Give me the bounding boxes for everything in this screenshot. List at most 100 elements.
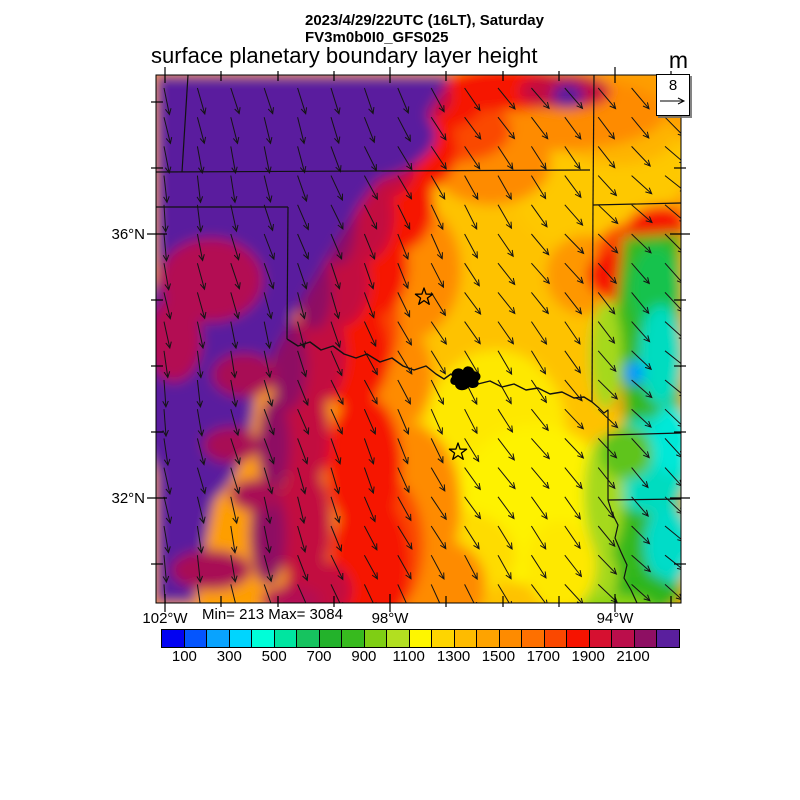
wind-arrow	[564, 175, 582, 199]
star-dallas	[448, 442, 468, 460]
wind-arrow	[297, 379, 309, 407]
wind-arrow	[363, 554, 378, 580]
wind-arrow	[564, 408, 585, 430]
37n-state-border	[156, 169, 591, 173]
wind-arrow	[330, 525, 343, 553]
wind-arrow	[531, 262, 551, 285]
texas-arkansas-border	[591, 401, 609, 500]
wind-arrow	[631, 146, 651, 167]
wind-arrow	[230, 409, 240, 437]
wind-arrow	[297, 87, 308, 115]
wind-arrow	[397, 467, 410, 494]
pbl-field-layer	[156, 75, 681, 603]
field-region-blob	[639, 305, 681, 405]
wind-arrow	[196, 175, 204, 204]
colorbar-tick-label: 1700	[526, 648, 560, 665]
wind-arrow	[597, 87, 617, 110]
wind-arrow	[297, 117, 306, 145]
colorbar-cell	[318, 630, 342, 647]
lon-label-98w: 98°W	[371, 610, 409, 627]
wind-arrow	[531, 292, 550, 315]
wind-arrow	[597, 204, 619, 225]
wind-arrow	[698, 117, 719, 134]
wind-arrow	[330, 321, 341, 349]
wind-arrow	[564, 350, 582, 374]
wind-arrow	[297, 292, 307, 320]
wind-arrow	[564, 496, 581, 520]
wind-arrow	[230, 555, 238, 583]
wind-arrow	[263, 87, 274, 115]
wind-arrow	[230, 117, 240, 145]
unit-label: m	[668, 47, 688, 73]
wind-arrow	[196, 379, 203, 408]
field-region-blob	[156, 80, 436, 190]
wind-arrow	[597, 554, 618, 575]
wind-arrow	[297, 467, 307, 495]
wind-arrow	[464, 321, 481, 345]
wind-arrow	[464, 525, 480, 550]
colorbar-cell	[611, 630, 634, 647]
wind-arrow	[363, 584, 377, 603]
wind-arrow	[363, 117, 376, 144]
wind-arrow	[430, 438, 444, 464]
wind-arrow	[397, 379, 411, 405]
wind-arrow	[564, 292, 583, 315]
wind-arrow	[430, 350, 446, 375]
wind-arrow	[597, 233, 619, 254]
wind-arrow	[497, 584, 512, 603]
wind-arrow	[464, 584, 478, 603]
wind-arrow	[363, 321, 377, 348]
colorbar-cell	[476, 630, 499, 647]
wind-arrow	[230, 175, 238, 204]
wind-arrow	[297, 146, 307, 174]
wind-arrow	[698, 351, 720, 367]
colorbar-cell	[521, 630, 544, 647]
wind-arrow	[430, 116, 447, 141]
wind-arrow	[698, 88, 717, 107]
wind-arrow	[564, 262, 584, 284]
field-region-blob	[212, 353, 276, 397]
wind-arrow	[330, 292, 341, 320]
red-river-texas-oklahoma-border	[286, 338, 593, 403]
wind-arrow	[163, 525, 171, 554]
wind-arrow	[497, 467, 516, 490]
wind-arrow	[163, 350, 171, 379]
wind-arrow	[363, 233, 376, 261]
wind-arrow	[263, 146, 272, 175]
colorbar-cell	[566, 630, 589, 647]
wind-arrow	[263, 263, 275, 290]
sabine-river-border	[607, 499, 638, 603]
wind-arrow	[530, 554, 547, 579]
wind-arrow	[531, 438, 551, 460]
wind-arrow	[397, 525, 413, 550]
lat-label-32n: 32°N	[111, 490, 145, 507]
colorbar-tick-label: 1500	[481, 648, 516, 665]
min-max-label: Min= 213 Max= 3084	[202, 606, 343, 623]
wind-arrow	[397, 321, 412, 346]
wind-arrow	[297, 525, 307, 554]
colorbar-cell	[363, 630, 387, 647]
colorbar-cell	[341, 630, 364, 647]
wind-arrow	[330, 554, 344, 581]
wind-arrow	[230, 438, 241, 466]
colorbar-cell	[183, 630, 207, 647]
field-region-blob	[276, 465, 332, 585]
field-region-blob	[330, 493, 410, 603]
wind-arrow	[230, 263, 241, 290]
colorbar-tick-label: 2100	[616, 648, 650, 665]
colorbar-tick-label: 100	[171, 648, 197, 665]
wind-arrow	[297, 438, 309, 465]
wind-arrow	[631, 262, 651, 285]
wind-arrow	[530, 525, 547, 550]
wind-arrow	[497, 204, 513, 230]
wind-arrow	[297, 204, 309, 231]
wind-arrow	[464, 87, 481, 112]
plot-title: surface planetary boundary layer height	[151, 43, 538, 68]
wind-arrow	[263, 555, 273, 583]
wind-arrow	[698, 176, 720, 192]
field-region-blob	[156, 298, 202, 382]
wind-arrow	[330, 438, 342, 465]
wind-arrow	[196, 321, 206, 350]
wind-arrow	[664, 204, 681, 222]
wind-arrow	[597, 525, 616, 548]
